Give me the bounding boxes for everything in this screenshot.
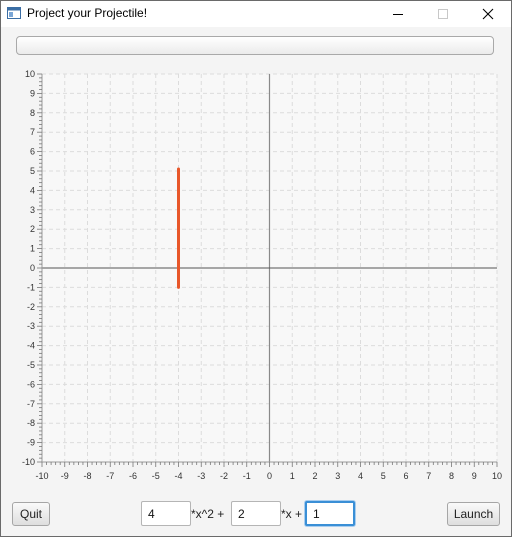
minimize-icon bbox=[392, 8, 404, 20]
x-tick-label: -9 bbox=[61, 471, 69, 481]
x-tick-label: -3 bbox=[197, 471, 205, 481]
x-tick-label: -4 bbox=[174, 471, 182, 481]
app-window-icon bbox=[7, 7, 21, 19]
trajectory-chart: -10 -9 -8 -7 -6 -5 -4 -3 -2 -1 0 1 2 3 4 5 6 7 8 9 10 -10 -9 -8… bbox=[0, 60, 512, 490]
launch-button[interactable]: Launch bbox=[447, 502, 500, 526]
x-tick-label: -1 bbox=[243, 471, 251, 481]
title-bar[interactable]: Project your Projectile! bbox=[1, 1, 511, 27]
y-tick-label: -2 bbox=[27, 302, 35, 312]
x-tick-label: 7 bbox=[426, 471, 431, 481]
y-tick-label: -10 bbox=[22, 457, 35, 467]
y-tick-label: 10 bbox=[25, 69, 35, 79]
x-label: *x + bbox=[281, 507, 303, 521]
y-tick-label: 1 bbox=[30, 244, 35, 254]
y-tick-label: -5 bbox=[27, 360, 35, 370]
x-tick-label: 5 bbox=[381, 471, 386, 481]
maximize-icon bbox=[437, 8, 449, 20]
y-tick-label: 8 bbox=[30, 108, 35, 118]
x-tick-label: -8 bbox=[83, 471, 91, 481]
x-tick-label: 3 bbox=[335, 471, 340, 481]
y-tick-label: 0 bbox=[30, 263, 35, 273]
y-tick-label: -6 bbox=[27, 379, 35, 389]
x-tick-label: 8 bbox=[449, 471, 454, 481]
chart-svg: -10 -9 -8 -7 -6 -5 -4 -3 -2 -1 0 1 2 3 4 5 6 7 8 9 10-10-9-8… bbox=[22, 69, 502, 481]
x-squared-label: *x^2 + bbox=[191, 507, 225, 521]
minimize-button[interactable] bbox=[375, 1, 421, 27]
x-tick-label: 9 bbox=[472, 471, 477, 481]
close-button[interactable] bbox=[465, 1, 511, 27]
progress-bar bbox=[16, 36, 494, 55]
y-tick-label: -8 bbox=[27, 418, 35, 428]
y-tick-label: 2 bbox=[30, 224, 35, 234]
y-tick-label: 7 bbox=[30, 127, 35, 137]
y-tick-label: -4 bbox=[27, 341, 35, 351]
close-icon bbox=[482, 8, 494, 20]
x-tick-label: 10 bbox=[492, 471, 502, 481]
quit-button[interactable]: Quit bbox=[12, 502, 50, 526]
y-tick-label: 9 bbox=[30, 88, 35, 98]
y-tick-label: -1 bbox=[27, 282, 35, 292]
y-tick-label: -3 bbox=[27, 321, 35, 331]
x-tick-label: 2 bbox=[312, 471, 317, 481]
x-tick-label: 1 bbox=[290, 471, 295, 481]
x-tick-label: -2 bbox=[220, 471, 228, 481]
x-tick-label: -5 bbox=[152, 471, 160, 481]
window-title: Project your Projectile! bbox=[27, 6, 148, 20]
coefficient-c-input[interactable] bbox=[305, 501, 355, 526]
x-tick-label: 6 bbox=[403, 471, 408, 481]
y-tick-label: 4 bbox=[30, 185, 35, 195]
y-tick-label: -9 bbox=[27, 438, 35, 448]
y-tick-label: 5 bbox=[30, 166, 35, 176]
control-bar: Quit *x^2 + *x + Launch bbox=[0, 497, 512, 537]
x-tick-label: -7 bbox=[106, 471, 114, 481]
x-tick-label: -6 bbox=[129, 471, 137, 481]
y-tick-label: -7 bbox=[27, 399, 35, 409]
y-tick-label: 6 bbox=[30, 147, 35, 157]
y-tick-label: 3 bbox=[30, 205, 35, 215]
maximize-button[interactable] bbox=[420, 1, 466, 27]
x-tick-label: 4 bbox=[358, 471, 363, 481]
coefficient-a-input[interactable] bbox=[141, 501, 191, 526]
coefficient-b-input[interactable] bbox=[231, 501, 281, 526]
x-tick-label: -10 bbox=[35, 471, 48, 481]
x-tick-label: 0 bbox=[267, 471, 272, 481]
